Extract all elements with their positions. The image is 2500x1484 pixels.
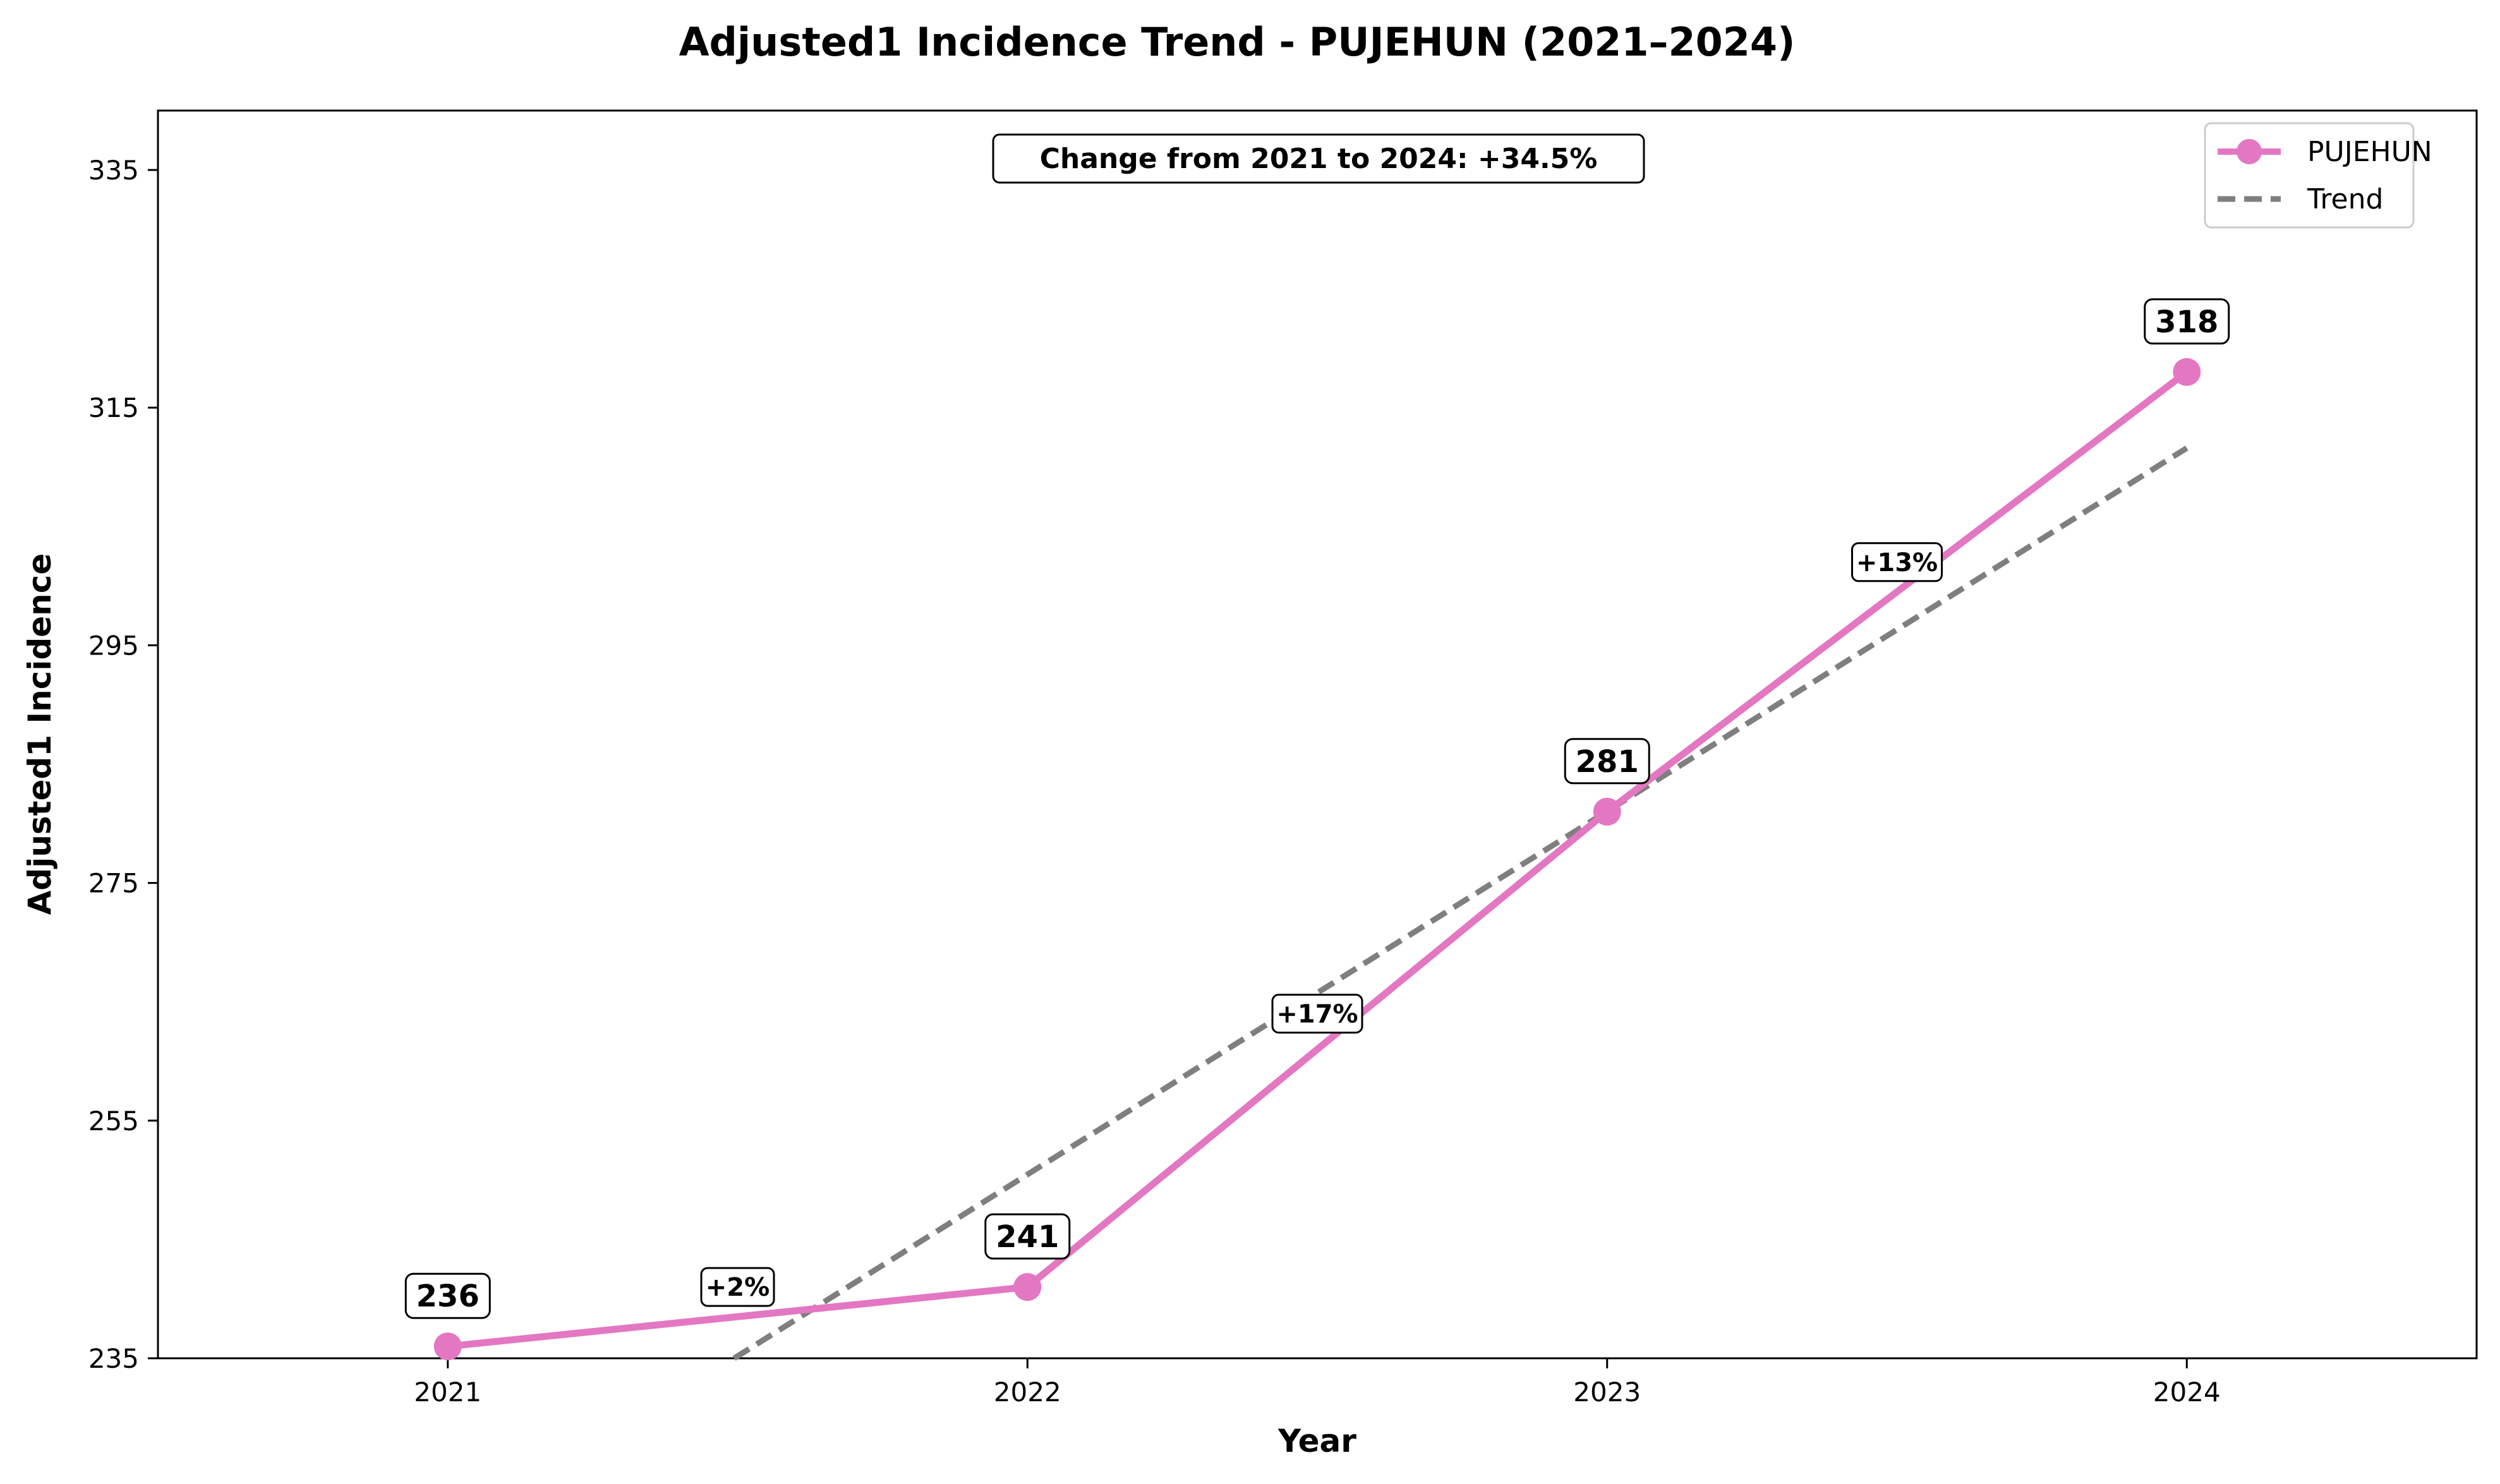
y-axis-title: Adjusted1 Incidence (21, 553, 58, 915)
y-tick-label: 255 (88, 1106, 139, 1137)
legend-pujehun-marker (2237, 139, 2262, 164)
pct-change-box (1271, 994, 1363, 1034)
data-label: 241 (996, 1219, 1059, 1255)
data-label-box (984, 1213, 1071, 1260)
x-tick-label: 2023 (1573, 1377, 1641, 1408)
pct-change-box (700, 1267, 775, 1307)
pct-change-label: +17% (1276, 1000, 1358, 1029)
x-axis-title: Year (1277, 1423, 1356, 1459)
x-tick-label: 2024 (2153, 1377, 2221, 1408)
data-label: 281 (1576, 744, 1639, 780)
trend-line (732, 445, 2189, 1361)
legend-trend-label: Trend (2307, 183, 2383, 215)
change-annotation-box (992, 133, 1645, 184)
data-point (1013, 1273, 1042, 1301)
x-tick-label: 2022 (994, 1377, 1061, 1408)
data-label-box (2144, 298, 2230, 345)
pct-change-box (1851, 542, 1943, 582)
y-tick-label: 315 (88, 392, 139, 423)
data-label-box (1564, 738, 1650, 785)
trend-series (732, 445, 2189, 1361)
change-annotation-text: Change from 2021 to 2024: +34.5% (1040, 143, 1598, 175)
pct-change-label: +2% (706, 1273, 770, 1302)
data-point (1593, 797, 1621, 826)
legend-pujehun-label: PUJEHUN (2307, 136, 2432, 168)
y-axis: 235 255 275 295 315 335 (88, 155, 158, 1374)
pujehun-line (447, 369, 2189, 1350)
x-tick-label: 2021 (414, 1377, 481, 1408)
y-tick-label: 335 (88, 155, 139, 186)
x-axis: 2021 2022 2023 2024 (414, 1358, 2221, 1408)
legend: PUJEHUN Trend (2204, 122, 2432, 229)
data-label: 236 (416, 1279, 480, 1314)
chart-title: Adjusted1 Incidence Trend - PUJEHUN (202… (679, 19, 1796, 65)
percent-change-labels: +2% +17% +13% (700, 542, 1943, 1307)
data-label-box (404, 1272, 491, 1319)
y-tick-label: 235 (88, 1343, 139, 1374)
y-tick-label: 275 (88, 868, 139, 899)
pct-change-label: +13% (1856, 548, 1938, 577)
data-point (433, 1332, 462, 1361)
change-annotation: Change from 2021 to 2024: +34.5% (992, 133, 1645, 184)
plot-frame (157, 109, 2478, 1360)
pujehun-series: 236 241 281 318 (404, 298, 2230, 1361)
data-point (2173, 358, 2201, 386)
data-label: 318 (2155, 305, 2218, 340)
y-tick-label: 295 (88, 630, 139, 661)
